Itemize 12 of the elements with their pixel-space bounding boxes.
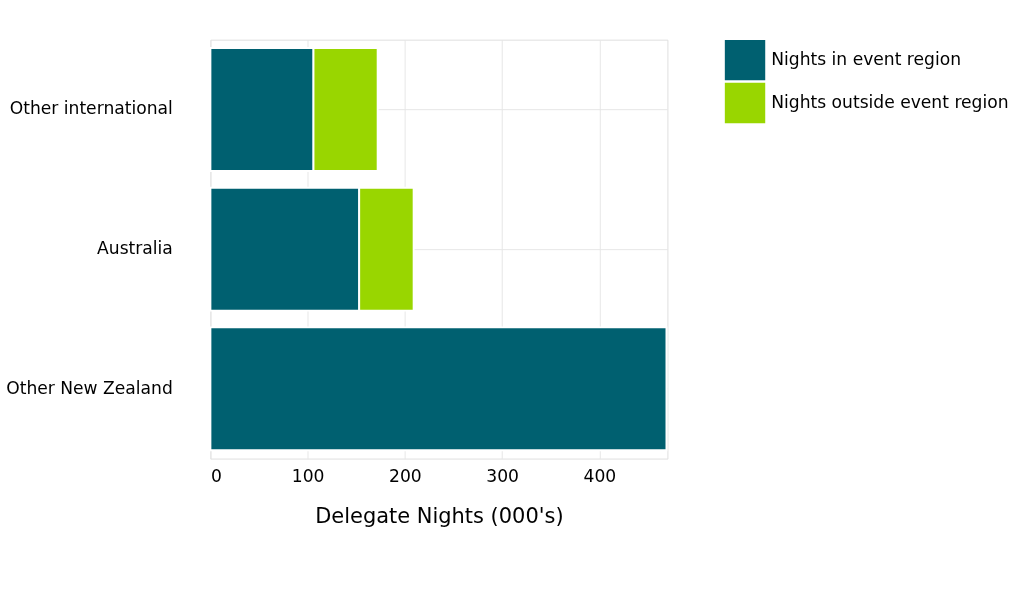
x-tick-label: 0 (210, 465, 222, 486)
x-tick-label: 400 (583, 465, 617, 486)
legend-label: Nights outside event region (771, 91, 1009, 112)
x-tick-label: 300 (486, 465, 519, 486)
x-tick-label: 200 (389, 465, 422, 486)
y-tick-label: Other international (9, 98, 173, 119)
y-tick-label: Australia (97, 237, 173, 258)
x-axis-title: Delegate Nights (000's) (315, 503, 564, 528)
bar (209, 326, 668, 452)
y-tick-label: Other New Zealand (6, 377, 173, 398)
legend-label: Nights in event region (771, 48, 962, 69)
x-tick-label: 100 (291, 465, 325, 486)
